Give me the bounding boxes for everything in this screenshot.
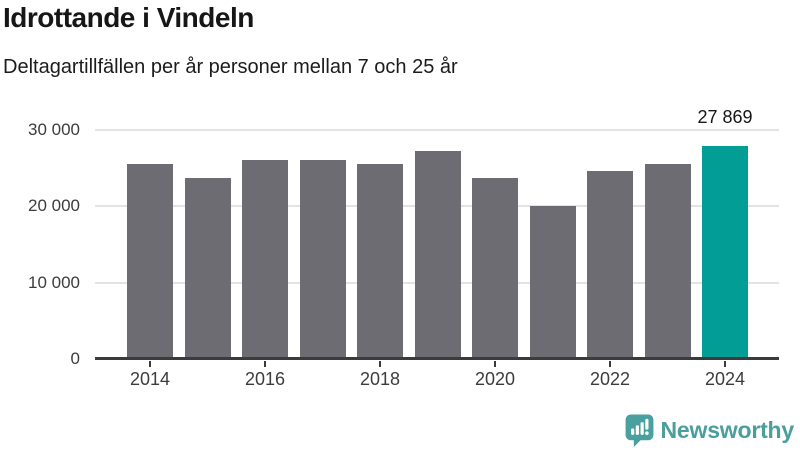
bar-2015 — [184, 178, 231, 359]
y-axis-tick-label: 30 000 — [28, 120, 80, 139]
gridline-30000 — [95, 129, 779, 131]
chart-subtitle: Deltagartillfällen per år personer mella… — [3, 56, 458, 78]
x-axis-tick-label: 2022 — [589, 369, 631, 389]
x-axis-tick-label: 2020 — [474, 369, 516, 389]
x-axis-tick — [724, 361, 726, 367]
x-axis-tick-label: 2016 — [244, 369, 286, 389]
x-axis-tick — [149, 361, 151, 367]
newsworthy-wordmark: Newsworthy — [660, 417, 795, 443]
bar-2017 — [299, 159, 346, 359]
y-axis-tick-label: 10 000 — [28, 272, 80, 292]
newsworthy-bubble-chart-icon — [625, 414, 653, 447]
x-axis-tick-label: 2014 — [129, 369, 171, 389]
bar-2016 — [242, 159, 288, 359]
x-axis-tick — [609, 361, 611, 367]
bar-2020 — [472, 178, 518, 359]
x-axis-tick-label: 2018 — [359, 369, 401, 389]
bar-2022 — [587, 171, 633, 359]
x-axis-tick-label: 2024 — [704, 369, 746, 389]
plot-area: 27 869 2014 2016 2018 2020 2022 2024 — [95, 107, 779, 389]
x-axis-tick — [379, 361, 381, 367]
x-axis-tick — [494, 361, 496, 367]
bar-2019 — [414, 150, 461, 359]
x-axis-tick — [264, 361, 266, 367]
chart-title: Idrottande i Vindeln — [3, 2, 254, 33]
y-axis-tick-label: 20 000 — [28, 196, 80, 216]
y-axis-tick-label: 0 — [70, 349, 80, 368]
bar-2023 — [644, 164, 691, 359]
bar-2018 — [357, 164, 403, 359]
newsworthy-logo[interactable]: Newsworthy — [625, 414, 794, 447]
bar-2021 — [529, 206, 576, 359]
x-axis-line — [95, 357, 779, 360]
bar-2014 — [127, 164, 173, 359]
bar-2024 — [702, 146, 748, 359]
highlight-value-label: 27 869 — [693, 107, 757, 128]
